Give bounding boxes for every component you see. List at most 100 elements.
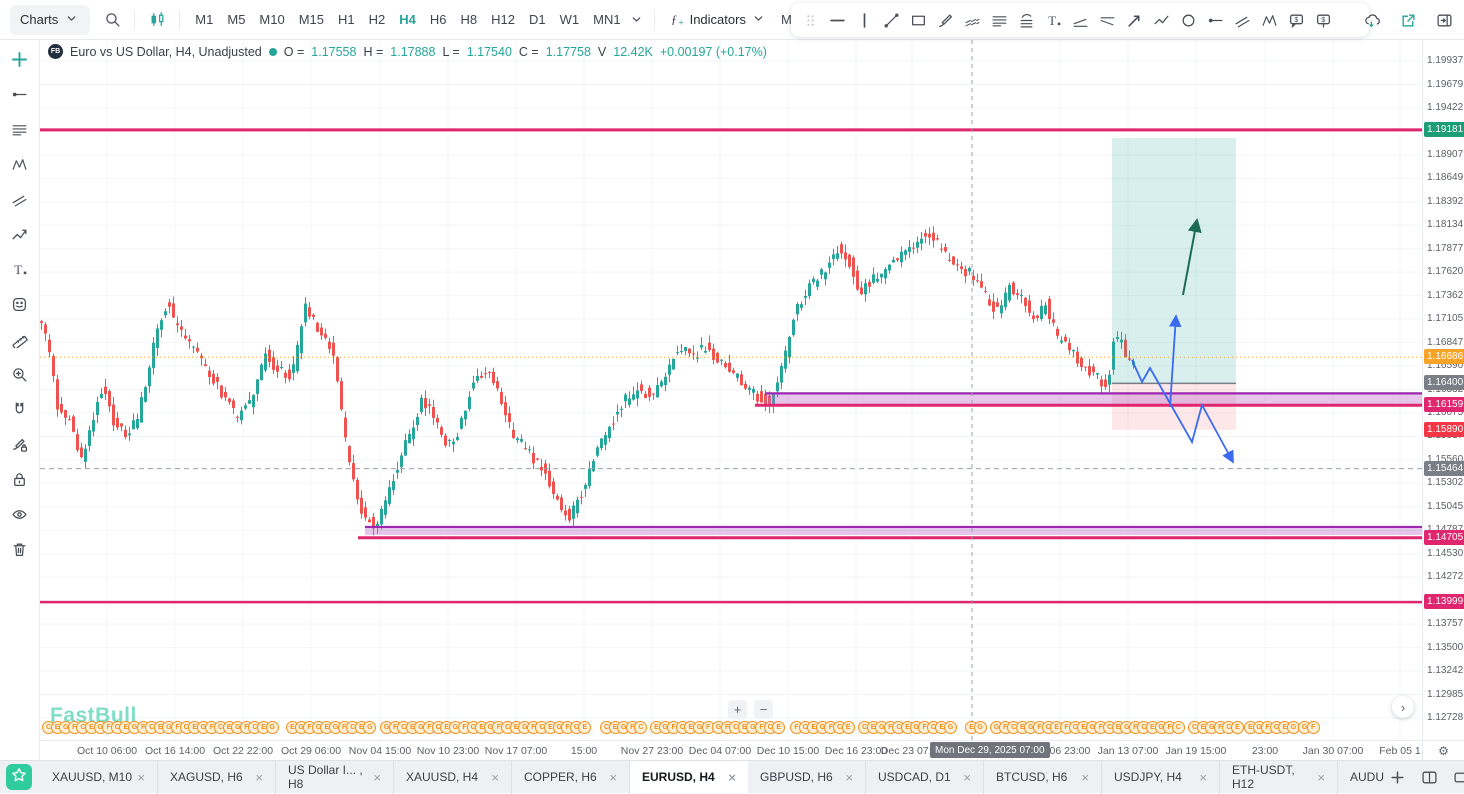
add-tab-icon[interactable] (1386, 766, 1408, 788)
close-icon[interactable]: × (1199, 769, 1207, 785)
arrow-icon[interactable] (1121, 6, 1148, 34)
cloud-sync-icon[interactable] (1358, 6, 1386, 34)
event-marker-coin[interactable]: G (363, 721, 377, 734)
tab-eurusd-h4[interactable]: EURUSD, H4 × (630, 760, 748, 794)
trend-arrow-icon[interactable] (7, 221, 33, 247)
timeframe-w1[interactable]: W1 (559, 12, 580, 27)
layout-grid-icon[interactable] (1418, 766, 1440, 788)
lock-icon[interactable] (7, 466, 33, 492)
zoom-in-icon[interactable] (7, 361, 33, 387)
text-tool-icon[interactable]: T (1040, 6, 1067, 34)
slope-up-icon[interactable] (1067, 6, 1094, 34)
tab-btcusd-h6[interactable]: BTCUSD, H6 × (984, 760, 1102, 794)
tab-usdjpy-h4[interactable]: USDJPY, H4 × (1102, 760, 1220, 794)
multi-hline-icon[interactable] (7, 116, 33, 142)
tab-gbpusd-h6[interactable]: GBPUSD, H6 × (748, 760, 866, 794)
pattern-icon[interactable] (1256, 6, 1283, 34)
zoom-in-button[interactable]: + (728, 700, 747, 719)
timeframe-more-icon[interactable] (628, 6, 646, 34)
close-icon[interactable]: × (1081, 769, 1089, 785)
event-marker-coin[interactable]: G (265, 721, 279, 734)
price-axis[interactable]: 1.201941.199371.196791.194221.191641.189… (1422, 40, 1464, 740)
text-tool-icon[interactable]: T (7, 256, 33, 282)
close-icon[interactable]: × (373, 769, 381, 785)
add-icon[interactable] (7, 46, 33, 72)
close-icon[interactable]: × (963, 769, 971, 785)
timeframe-m1[interactable]: M1 (195, 12, 214, 27)
timeframe-m5[interactable]: M5 (227, 12, 246, 27)
callout-dollar-icon[interactable]: $ (1283, 6, 1310, 34)
share-icon[interactable] (1394, 6, 1422, 34)
event-marker-coin[interactable]: G (944, 721, 957, 734)
tab-xauusd-m10[interactable]: XAUUSD, M10 × (40, 760, 158, 794)
symbol-title[interactable]: Euro vs US Dollar, H4, Unadjusted (70, 44, 262, 59)
timeframe-d1[interactable]: D1 (529, 12, 546, 27)
parallel-dash-icon[interactable] (959, 6, 986, 34)
tab-copper-h6[interactable]: COPPER, H6 × (512, 760, 630, 794)
timeframe-h1[interactable]: H1 (338, 12, 355, 27)
timeframe-h8[interactable]: H8 (460, 12, 478, 27)
event-marker-coin[interactable]: F (1306, 721, 1320, 734)
supply-zone-lower-fill[interactable] (365, 526, 1422, 535)
close-icon[interactable]: × (1317, 769, 1325, 785)
horizontal-line-icon[interactable] (824, 6, 851, 34)
event-marker-coin[interactable]: E (772, 721, 786, 734)
collapse-panel-icon[interactable] (1430, 6, 1458, 34)
magnet-icon[interactable] (7, 396, 33, 422)
tab-xauusd-h4[interactable]: XAUUSD, H4 × (394, 760, 512, 794)
vertical-line-icon[interactable] (851, 6, 878, 34)
close-icon[interactable]: × (845, 769, 853, 785)
close-icon[interactable]: × (491, 769, 499, 785)
event-marker-coin[interactable]: C (1171, 721, 1185, 734)
charts-menu-button[interactable]: Charts (10, 4, 91, 35)
slope-down-icon[interactable] (1094, 6, 1121, 34)
close-icon[interactable]: × (728, 769, 736, 785)
favorites-button[interactable] (6, 764, 32, 790)
close-icon[interactable]: × (255, 769, 263, 785)
rectangle-icon[interactable] (905, 6, 932, 34)
zoom-out-button[interactable]: − (754, 700, 773, 719)
tab-xagusd-h6[interactable]: XAGUSD, H6 × (158, 760, 276, 794)
tab-audusd[interactable]: AUDUSD (1338, 761, 1384, 794)
pattern-icon[interactable] (7, 151, 33, 177)
projection-arrow-blue-up[interactable] (1169, 314, 1182, 408)
layout-single-icon[interactable] (1450, 766, 1464, 788)
ruler-icon[interactable] (7, 326, 33, 352)
eye-icon[interactable] (7, 501, 33, 527)
brush-lock-icon[interactable] (7, 431, 33, 457)
projection-zigzag-blue[interactable] (1131, 359, 1234, 464)
event-marker-coin[interactable]: E (841, 721, 855, 734)
scroll-to-recent-button[interactable]: › (1392, 696, 1414, 718)
timeframe-h2[interactable]: H2 (368, 12, 386, 27)
parallel-channel-icon[interactable] (7, 186, 33, 212)
tab-usdcad-d1[interactable]: USDCAD, D1 × (866, 760, 984, 794)
chart-panel[interactable]: FB Euro vs US Dollar, H4, Unadjusted O =… (40, 40, 1422, 740)
event-marker-coin[interactable]: E (578, 721, 592, 734)
close-icon[interactable]: × (137, 769, 145, 785)
event-marker-coin[interactable]: C (634, 721, 648, 734)
timeframe-h4[interactable]: H4 (399, 12, 416, 27)
polyline-icon[interactable] (1148, 6, 1175, 34)
timeframe-m15[interactable]: M15 (298, 12, 325, 27)
trash-icon[interactable] (7, 536, 33, 562)
projection-arrow-green[interactable] (1182, 218, 1202, 296)
trend-line-icon[interactable] (878, 6, 905, 34)
ray-icon[interactable] (7, 81, 33, 107)
tab-eth-usdt-h12[interactable]: ETH-USDT, H12 × (1220, 760, 1338, 794)
emoji-icon[interactable] (7, 291, 33, 317)
price-label-icon[interactable]: $ (1310, 6, 1337, 34)
parallel-channel-icon[interactable] (1229, 6, 1256, 34)
event-marker-coin[interactable]: E (1231, 721, 1244, 734)
indicators-button[interactable]: ƒ + Indicators (663, 6, 773, 34)
ray-icon[interactable] (1202, 6, 1229, 34)
tab-us-dollar-i-h8[interactable]: US Dollar I... , H8 × (276, 760, 394, 794)
time-axis[interactable]: Oct 10 06:00 Oct 16 14:00 Oct 22 22:00 Oct … (40, 740, 1422, 760)
close-icon[interactable]: × (609, 769, 617, 785)
event-marker-coin[interactable]: E (1050, 721, 1064, 734)
timeframe-h6[interactable]: H6 (429, 12, 447, 27)
chart-type-candles-icon[interactable] (143, 6, 171, 34)
circle-icon[interactable] (1175, 6, 1202, 34)
event-marker-coin[interactable]: F (701, 721, 715, 734)
candlestick-chart[interactable] (40, 40, 1422, 740)
brush-icon[interactable] (932, 6, 959, 34)
